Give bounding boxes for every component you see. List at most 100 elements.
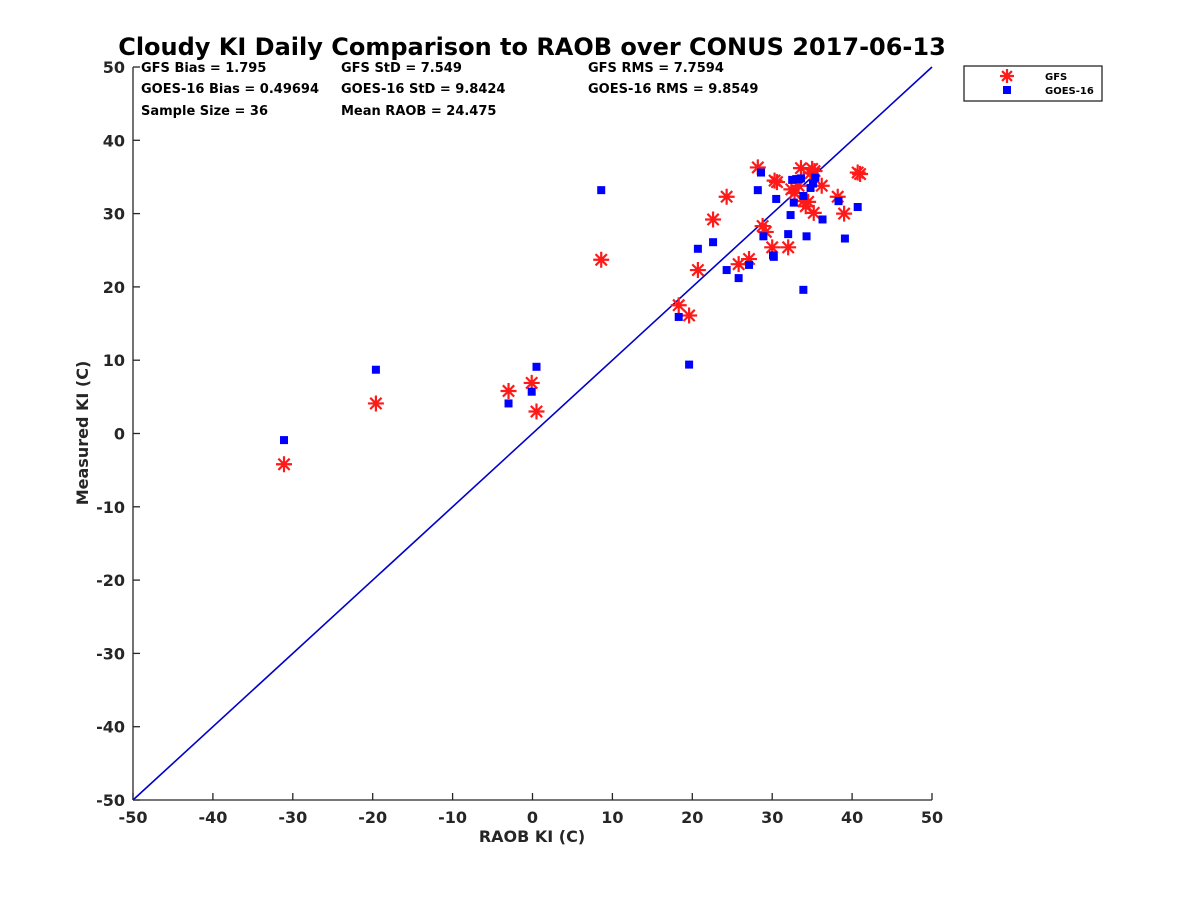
gfs-point bbox=[792, 160, 809, 177]
goes16-point bbox=[280, 436, 289, 445]
gfs-point bbox=[790, 177, 807, 194]
goes16-point bbox=[818, 215, 827, 224]
gfs-point bbox=[367, 395, 384, 412]
x-tick-label: 40 bbox=[841, 808, 863, 827]
goes16-point bbox=[504, 399, 513, 408]
goes16-point bbox=[840, 234, 849, 243]
y-tick-label: 20 bbox=[103, 278, 125, 297]
gfs-point bbox=[528, 403, 545, 420]
gfs-point bbox=[718, 188, 735, 205]
x-axis-label: RAOB KI (C) bbox=[479, 827, 585, 846]
gfs-point bbox=[730, 256, 747, 273]
goes16-point bbox=[371, 365, 380, 374]
legend-box bbox=[963, 65, 1103, 102]
chart-title: Cloudy KI Daily Comparison to RAOB over … bbox=[118, 33, 946, 61]
goes16-point bbox=[784, 230, 793, 239]
y-tick-label: 40 bbox=[103, 131, 125, 150]
goes16-point bbox=[806, 183, 815, 192]
gfs-point bbox=[768, 174, 785, 191]
y-tick-label: 30 bbox=[103, 205, 125, 224]
goes16-point bbox=[853, 203, 862, 212]
gfs-point bbox=[681, 307, 698, 324]
x-tick-label: -40 bbox=[198, 808, 227, 827]
gfs-point bbox=[797, 198, 814, 215]
x-tick-label: -50 bbox=[119, 808, 148, 827]
gfs-point bbox=[780, 239, 797, 256]
gfs-point bbox=[800, 193, 817, 210]
gfs-point bbox=[852, 166, 869, 183]
goes16-point bbox=[799, 285, 808, 294]
goes16-point bbox=[789, 198, 798, 207]
stat-label: GOES-16 RMS = 9.8549 bbox=[588, 82, 758, 97]
gfs-point bbox=[705, 211, 722, 228]
goes16-point bbox=[722, 266, 731, 275]
x-tick-label: -20 bbox=[358, 808, 387, 827]
gfs-point bbox=[670, 297, 687, 314]
data-series bbox=[276, 159, 869, 473]
gfs-point bbox=[813, 177, 830, 194]
x-tick-label: 0 bbox=[527, 808, 538, 827]
legend-goes16-marker bbox=[1003, 86, 1011, 94]
gfs-point bbox=[276, 456, 293, 473]
legend: GFS GOES-16 bbox=[963, 65, 1103, 102]
x-tick-label: -30 bbox=[278, 808, 307, 827]
gfs-point bbox=[500, 382, 517, 399]
goes16-point bbox=[734, 274, 743, 283]
y-tick-label: -50 bbox=[96, 791, 125, 810]
x-axis-ticks: -50 -40 -30 -20 -10 0 10 20 30 40 50 bbox=[119, 793, 943, 827]
gfs-point bbox=[836, 205, 853, 222]
y-axis-label: Measured KI (C) bbox=[73, 361, 92, 506]
gfs-point bbox=[802, 165, 819, 182]
y-tick-label: 10 bbox=[103, 351, 125, 370]
y-axis-ticks: -50 -40 -30 -20 -10 0 10 20 30 40 50 bbox=[96, 58, 140, 810]
goes16-point bbox=[757, 168, 766, 177]
goes16-point bbox=[799, 192, 808, 201]
legend-entry-label: GOES-16 bbox=[1045, 86, 1094, 97]
goes16-point bbox=[527, 387, 536, 396]
goes16-point bbox=[597, 186, 606, 195]
x-tick-label: -10 bbox=[438, 808, 467, 827]
goes16-point bbox=[753, 186, 762, 195]
gfs-point bbox=[806, 163, 823, 180]
stat-label: GOES-16 StD = 9.8424 bbox=[341, 82, 505, 97]
goes16-point bbox=[786, 211, 795, 220]
legend-entry-label: GFS bbox=[1045, 72, 1067, 83]
goes16-point bbox=[759, 232, 768, 241]
goes16-point bbox=[709, 238, 718, 247]
goes16-point bbox=[685, 360, 694, 369]
goes16-point bbox=[674, 312, 683, 321]
gfs-point bbox=[689, 262, 706, 279]
gfs-point bbox=[757, 223, 774, 240]
y-tick-label: -10 bbox=[96, 498, 125, 517]
goes16-point bbox=[796, 174, 805, 183]
gfs-point bbox=[786, 185, 803, 202]
x-tick-label: 50 bbox=[921, 808, 943, 827]
legend-gfs-marker bbox=[1000, 69, 1014, 83]
y-tick-label: -20 bbox=[96, 571, 125, 590]
gfs-point bbox=[523, 374, 540, 391]
gfs-point bbox=[805, 204, 822, 221]
gfs-point bbox=[749, 159, 766, 176]
goes16-point bbox=[834, 197, 843, 206]
gfs-point bbox=[764, 239, 781, 256]
y-tick-label: -40 bbox=[96, 718, 125, 737]
goes16-point bbox=[532, 362, 541, 371]
goes16-point bbox=[772, 194, 781, 203]
goes16-point bbox=[768, 251, 777, 260]
goes16-point bbox=[693, 244, 702, 253]
series-goes-16 bbox=[280, 168, 862, 445]
stat-label: GFS StD = 7.549 bbox=[341, 61, 462, 76]
stat-label: Mean RAOB = 24.475 bbox=[341, 104, 496, 119]
stat-label: GFS RMS = 7.7594 bbox=[588, 61, 724, 76]
gfs-point bbox=[754, 218, 771, 235]
gfs-point bbox=[741, 251, 758, 268]
y-tick-label: 0 bbox=[114, 425, 125, 444]
stat-label: Sample Size = 36 bbox=[141, 104, 268, 119]
goes16-point bbox=[811, 173, 820, 182]
y-tick-label: -30 bbox=[96, 644, 125, 663]
y-tick-label: 50 bbox=[103, 58, 125, 77]
stat-label: GOES-16 Bias = 0.49694 bbox=[141, 82, 319, 97]
series-gfs bbox=[276, 159, 869, 473]
goes16-point bbox=[745, 260, 754, 269]
